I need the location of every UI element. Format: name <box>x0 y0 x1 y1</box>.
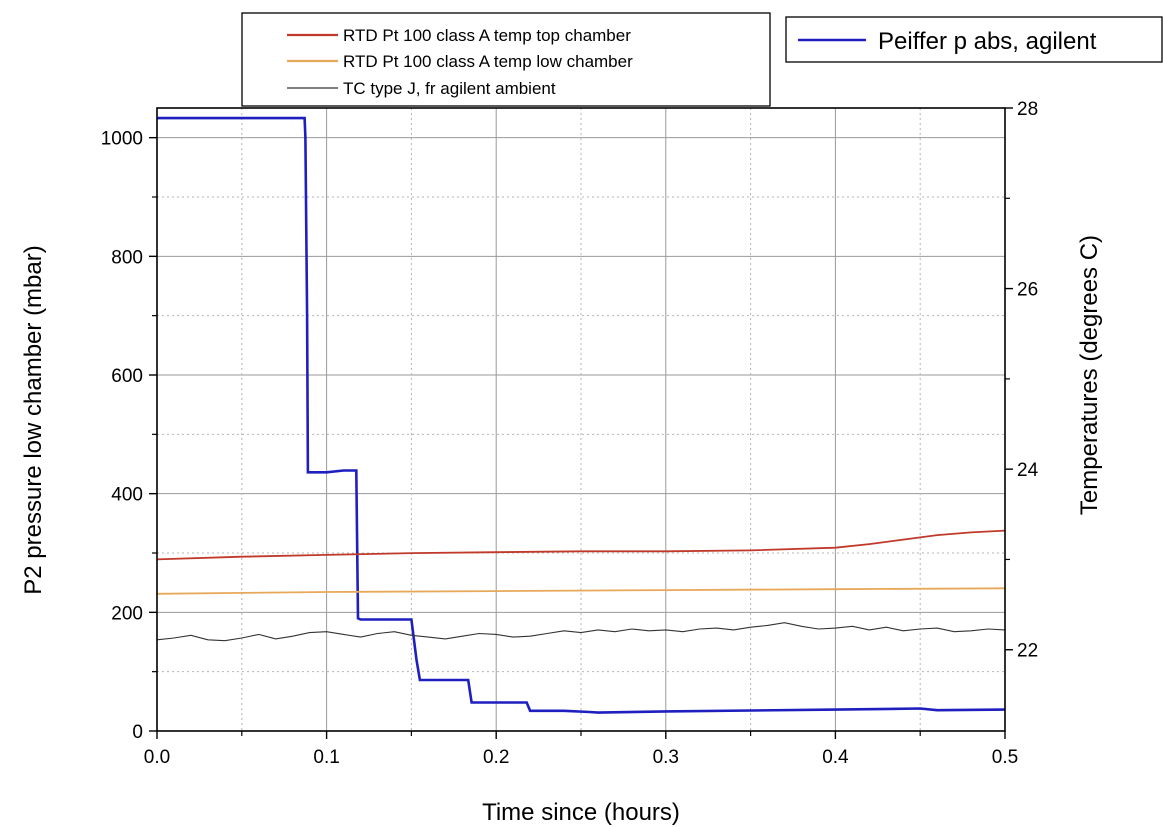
x-axis-title: Time since (hours) <box>482 799 680 826</box>
legend-box <box>241 12 771 107</box>
grid <box>157 108 1005 731</box>
y-left-tick-label: 0 <box>132 722 143 743</box>
series-line-1 <box>156 529 1006 561</box>
legend-temperatures: RTD Pt 100 class A temp top chamber RTD … <box>241 12 771 107</box>
x-tick-label: 0.2 <box>483 747 509 768</box>
series-line-2 <box>156 587 1006 595</box>
y-left-tick-label: 400 <box>111 485 143 506</box>
y-right-tick-label: 22 <box>1017 641 1038 662</box>
y-right-tick-label: 28 <box>1017 99 1038 120</box>
series-line-0 <box>157 116 1006 714</box>
plot-series <box>156 116 1006 714</box>
legend-label-low: RTD Pt 100 class A temp low chamber <box>343 52 633 71</box>
y-left-tick-label: 800 <box>111 247 143 268</box>
x-tick-label: 0.3 <box>653 747 679 768</box>
x-tick-label: 0.4 <box>822 747 849 768</box>
axis-ticks: 0.0 0.1 0.2 0.3 0.4 0.5 0 200 400 600 800 1000 22 24 2… <box>101 99 1039 768</box>
y-right-tick-label: 24 <box>1017 460 1039 481</box>
legend-pressure: Peiffer p abs, agilent <box>785 16 1163 63</box>
legend-label-pressure: Peiffer p abs, agilent <box>878 28 1097 55</box>
series-line-3 <box>156 622 1006 642</box>
legend-label-top: RTD Pt 100 class A temp top chamber <box>343 26 631 45</box>
x-tick-label: 0.5 <box>992 747 1018 768</box>
legend-box <box>785 16 1163 63</box>
legend-label-ambient: TC type J, fr agilent ambient <box>343 79 556 98</box>
right-axis-title: Temperatures (degrees C) <box>1076 235 1103 515</box>
y-left-tick-label: 600 <box>111 366 143 387</box>
y-left-tick-label: 200 <box>111 603 143 624</box>
left-axis-title: P2 pressure low chamber (mbar) <box>20 245 47 594</box>
x-tick-label: 0.0 <box>144 747 170 768</box>
x-tick-label: 0.1 <box>313 747 339 768</box>
y-right-tick-label: 26 <box>1017 280 1038 301</box>
y-left-tick-label: 1000 <box>101 129 143 150</box>
